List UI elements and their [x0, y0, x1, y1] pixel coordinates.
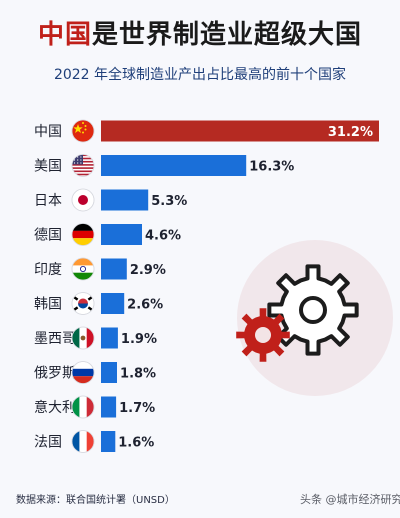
value-label: 2.9% [130, 263, 166, 278]
south-korea-flag-icon [71, 292, 95, 315]
bar [101, 293, 125, 314]
bar-row: 韩国 2.6% [34, 292, 163, 315]
bar [101, 362, 117, 383]
bar-row: 美国 16.3% [34, 154, 294, 177]
page-title: 中国是世界制造业超级大国 [0, 14, 400, 51]
country-label: 中国 [34, 124, 62, 140]
bar [101, 431, 116, 452]
country-label: 俄罗斯 [34, 366, 76, 382]
value-label: 4.6% [145, 229, 181, 244]
mexico-flag-icon [71, 326, 95, 350]
bar-row: 墨西哥 1.9% [34, 326, 157, 350]
bar [101, 189, 149, 211]
gear-small-icon [236, 308, 290, 362]
bar [101, 396, 117, 418]
bar-row: 中国 31.2% [34, 119, 379, 143]
russia-flag-icon [71, 361, 95, 384]
bar-row: 德国 4.6% [34, 223, 181, 246]
bar [101, 327, 118, 349]
india-flag-icon [71, 257, 95, 281]
china-flag-icon [71, 119, 95, 143]
value-label: 1.6% [118, 436, 154, 451]
bar-row: 意大利 1.7% [34, 395, 155, 419]
bar-row: 法国 1.6% [34, 430, 154, 453]
value-label: 1.7% [119, 401, 155, 416]
chart-subtitle: 2022 年全球制造业产出占比最高的前十个国家 [53, 67, 347, 83]
value-label: 2.6% [127, 298, 163, 313]
country-label: 墨西哥 [34, 331, 76, 347]
value-label: 31.2% [328, 125, 373, 140]
usa-flag-icon [71, 154, 95, 177]
gear-large-icon [267, 264, 359, 356]
bar [101, 224, 142, 245]
country-label: 印度 [34, 262, 62, 278]
country-label: 美国 [34, 159, 62, 175]
watermark: 头条 @城市经济研究 [300, 493, 400, 506]
data-source-note: 数据来源：联合国统计署（UNSD） [16, 495, 175, 506]
value-label: 16.3% [249, 160, 294, 175]
title-accent: 中国 [37, 20, 92, 50]
bar [101, 258, 127, 280]
value-label: 1.8% [120, 367, 156, 382]
bar-row: 日本 5.3% [34, 188, 187, 212]
bar [101, 155, 247, 176]
value-label: 5.3% [151, 194, 187, 209]
italy-flag-icon [71, 395, 95, 419]
country-label: 德国 [34, 228, 62, 244]
bar-row: 印度 2.9% [34, 257, 166, 281]
title-rest: 是世界制造业超级大国 [92, 20, 363, 50]
gear-decoration [236, 240, 393, 396]
country-label: 意大利 [34, 399, 76, 416]
country-label: 法国 [34, 435, 62, 451]
japan-flag-icon [71, 188, 95, 212]
country-label: 日本 [34, 193, 62, 209]
france-flag-icon [71, 430, 95, 453]
value-label: 1.9% [121, 332, 157, 347]
bar-row: 俄罗斯 1.8% [34, 361, 156, 384]
germany-flag-icon [71, 223, 95, 246]
bar [101, 120, 379, 142]
country-label: 韩国 [34, 297, 62, 313]
